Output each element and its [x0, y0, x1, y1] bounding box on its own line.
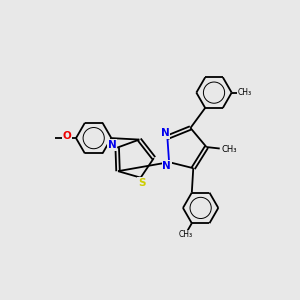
Text: S: S	[138, 178, 146, 188]
Text: N: N	[162, 161, 171, 171]
Text: CH₃: CH₃	[178, 230, 193, 239]
Text: N: N	[160, 128, 169, 138]
Text: O: O	[62, 131, 71, 141]
Text: N: N	[107, 140, 116, 150]
Text: CH₃: CH₃	[237, 88, 251, 97]
Text: CH₃: CH₃	[221, 145, 237, 154]
